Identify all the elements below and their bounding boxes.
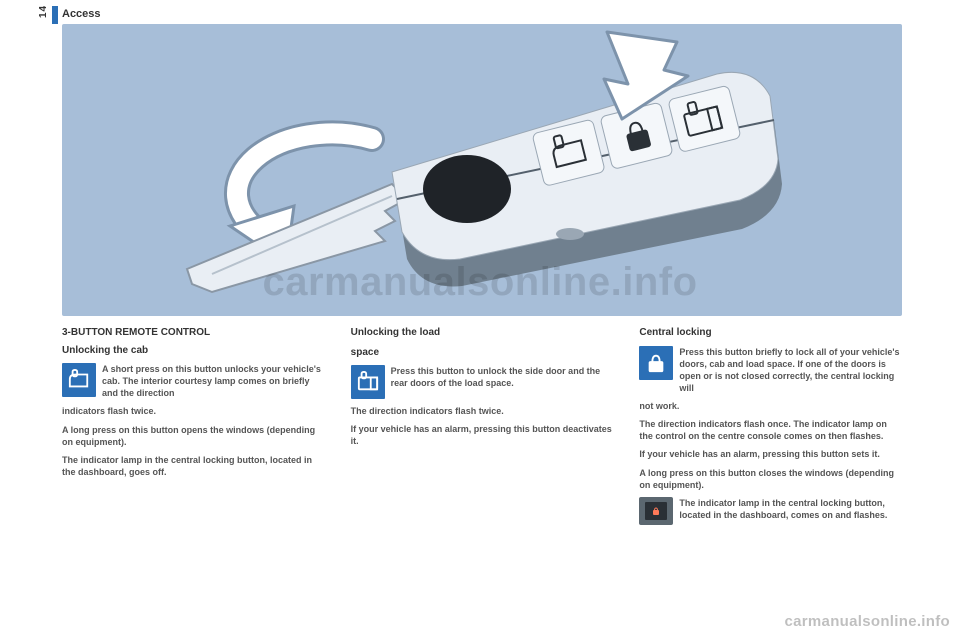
key-illustration [62,24,902,316]
central-lock-text: Press this button briefly to lock all of… [679,346,902,395]
section-header: Access [62,8,101,20]
key-fob-body [392,72,782,286]
dashboard-lamp-icon [639,497,673,525]
load-p2: If your vehicle has an alarm, pressing t… [351,423,614,447]
padlock-icon [639,346,673,380]
cab-unlock-text: A short press on this button unlocks you… [102,363,325,399]
page-number: 14 [38,5,49,18]
remote-key-svg [62,24,902,316]
unlock-cab-heading: Unlocking the cab [62,344,325,358]
central-p0: not work. [639,400,902,412]
watermark-corner: carmanualsonline.info [785,613,951,630]
central-p3: A long press on this button closes the w… [639,467,902,491]
cab-p2: A long press on this button opens the wi… [62,424,325,448]
central-p1: The direction indicators flash once. The… [639,418,902,442]
cab-p3: The indicator lamp in the central lockin… [62,454,325,478]
cab-p1: indicators flash twice. [62,405,325,417]
load-heading-1: Unlocking the load [351,326,614,340]
remote-heading: 3-BUTTON REMOTE CONTROL [62,326,325,340]
dash-lamp-text: The indicator lamp in the central lockin… [679,497,902,521]
side-tab [52,6,58,24]
content-columns: 3-BUTTON REMOTE CONTROL Unlocking the ca… [62,326,902,531]
manual-page: 14 Access [0,0,960,640]
key-blade [187,184,407,292]
load-p1: The direction indicators flash twice. [351,405,614,417]
cab-unlock-icon [62,363,96,397]
col-unlock-cab: 3-BUTTON REMOTE CONTROL Unlocking the ca… [62,326,325,531]
central-lock-heading: Central locking [639,326,902,340]
central-p2: If your vehicle has an alarm, pressing t… [639,448,902,460]
col-central-lock: Central locking Press this button briefl… [639,326,902,531]
load-unlock-icon [351,365,385,399]
col-unlock-load: Unlocking the load space Press this butt… [351,326,614,531]
load-heading-2: space [351,346,614,360]
load-unlock-text: Press this button to unlock the side doo… [391,365,614,389]
